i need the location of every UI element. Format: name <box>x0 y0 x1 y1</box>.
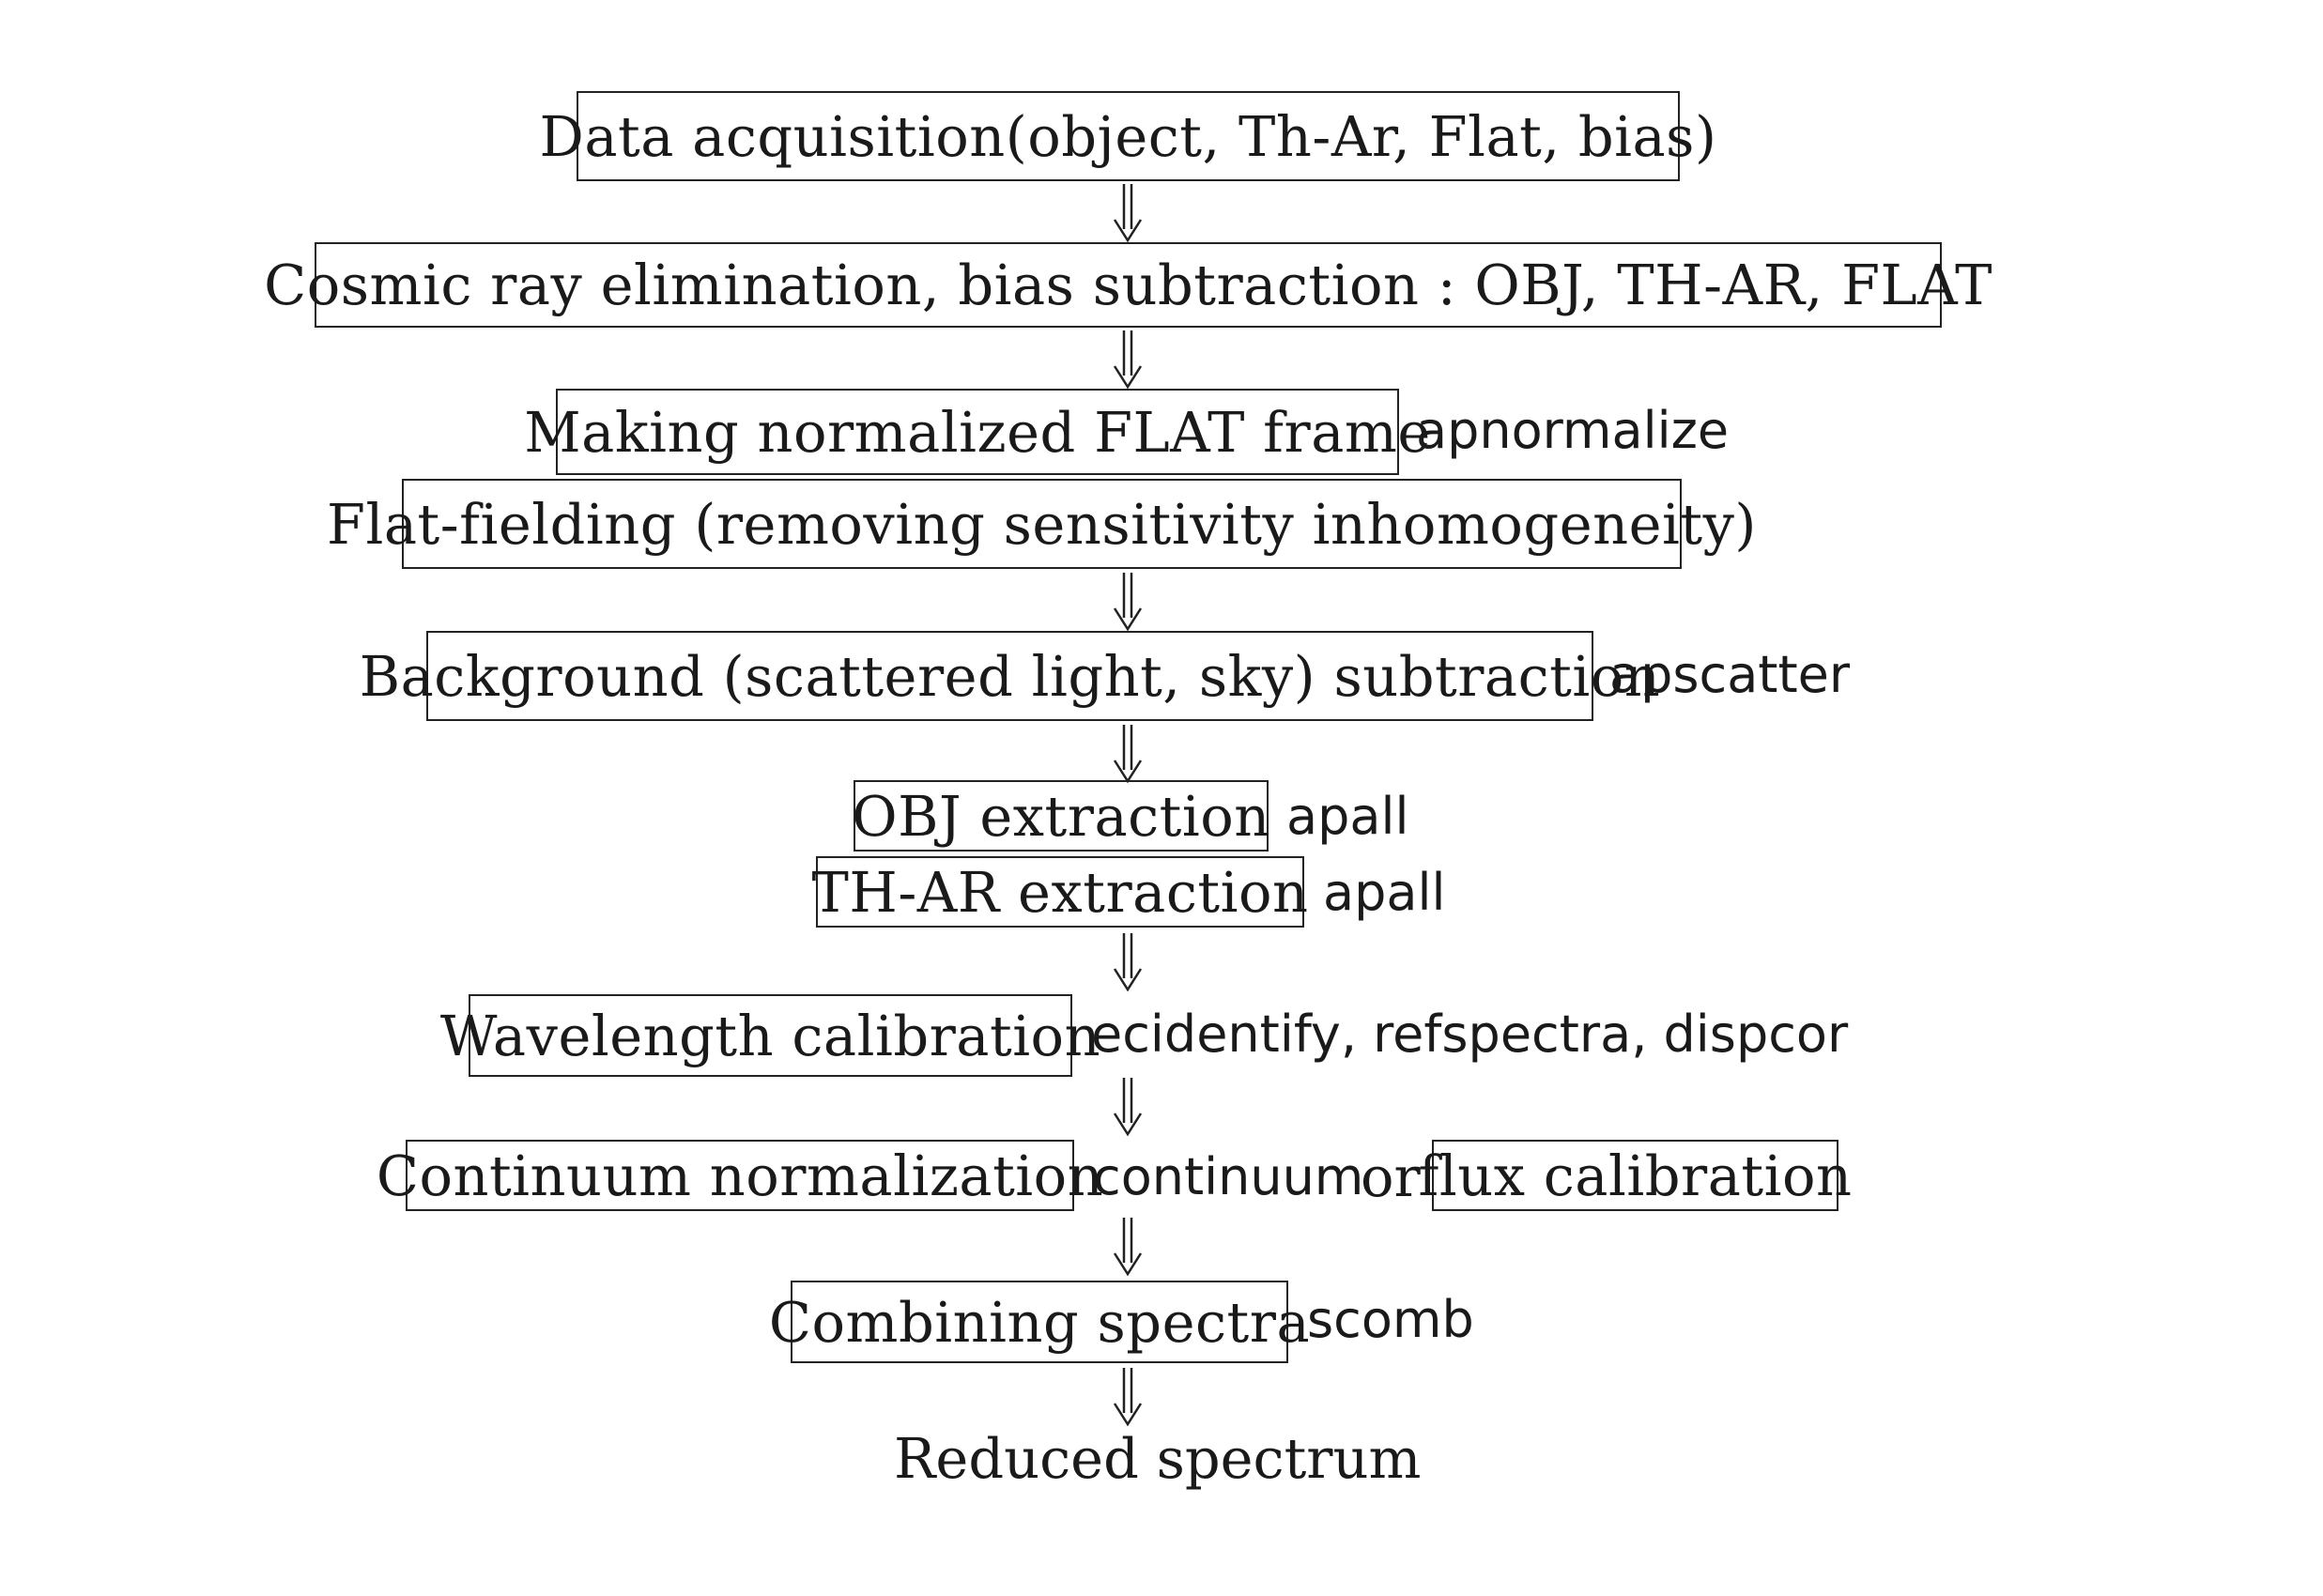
continuum-normalization-box: Continuum normalization <box>377 1140 1103 1211</box>
combining-spectra-box: Combining spectra <box>769 1281 1310 1363</box>
double-down-arrow-icon <box>1109 1216 1146 1278</box>
continuum-command: continuum <box>1093 1147 1364 1206</box>
scomb-command: scomb <box>1307 1290 1474 1349</box>
double-down-arrow-icon <box>1109 182 1146 244</box>
double-down-arrow-icon <box>1109 329 1146 391</box>
combining-spectra-label: Combining spectra <box>768 1289 1311 1355</box>
apall-obj-command: apall <box>1286 787 1409 846</box>
obj-extraction-label: OBJ extraction <box>852 783 1270 849</box>
thar-extraction-box: TH-AR extraction <box>812 856 1308 928</box>
apscatter-command: apscatter <box>1609 645 1851 704</box>
flux-calibration-box: flux calibration <box>1419 1140 1852 1211</box>
flat-fielding-box: Flat-fielding (removing sensitivity inho… <box>327 479 1756 569</box>
cosmic-ray-box: Cosmic ray elimination, bias subtraction… <box>264 242 1992 328</box>
obj-extraction-box: OBJ extraction <box>852 780 1270 852</box>
thar-extraction-label: TH-AR extraction <box>811 859 1309 925</box>
flux-calibration-label: flux calibration <box>1418 1143 1853 1208</box>
wavelength-tasks-command: ecidentify, refspectra, dispcor <box>1091 1005 1849 1064</box>
data-acquisition-label: Data acquisition(object, Th-Ar, Flat, bi… <box>539 103 1717 169</box>
double-down-arrow-icon <box>1109 931 1146 993</box>
double-down-arrow-icon <box>1109 571 1146 633</box>
apnormalize-command: apnormalize <box>1416 401 1730 460</box>
normalized-flat-label: Making normalized FLAT frame <box>524 399 1431 465</box>
reduced-spectrum-result: Reduced spectrum <box>894 1426 1422 1491</box>
apall-thar-command: apall <box>1323 863 1446 922</box>
double-down-arrow-icon <box>1109 1076 1146 1138</box>
double-down-arrow-icon <box>1109 1366 1146 1428</box>
wavelength-calibration-label: Wavelength calibration <box>439 1003 1101 1068</box>
data-acquisition-box: Data acquisition(object, Th-Ar, Flat, bi… <box>540 91 1716 181</box>
cosmic-ray-label: Cosmic ray elimination, bias subtraction… <box>264 253 1992 317</box>
wavelength-calibration-box: Wavelength calibration <box>440 994 1100 1077</box>
double-down-arrow-icon <box>1109 723 1146 785</box>
background-subtraction-label: Background (scattered light, sky) subtra… <box>359 643 1661 709</box>
or-connector: or <box>1361 1144 1421 1209</box>
normalized-flat-box: Making normalized FLAT frame <box>524 389 1430 475</box>
flat-fielding-label: Flat-fielding (removing sensitivity inho… <box>327 491 1757 557</box>
background-subtraction-box: Background (scattered light, sky) subtra… <box>360 631 1660 721</box>
continuum-normalization-label: Continuum normalization <box>376 1143 1104 1208</box>
